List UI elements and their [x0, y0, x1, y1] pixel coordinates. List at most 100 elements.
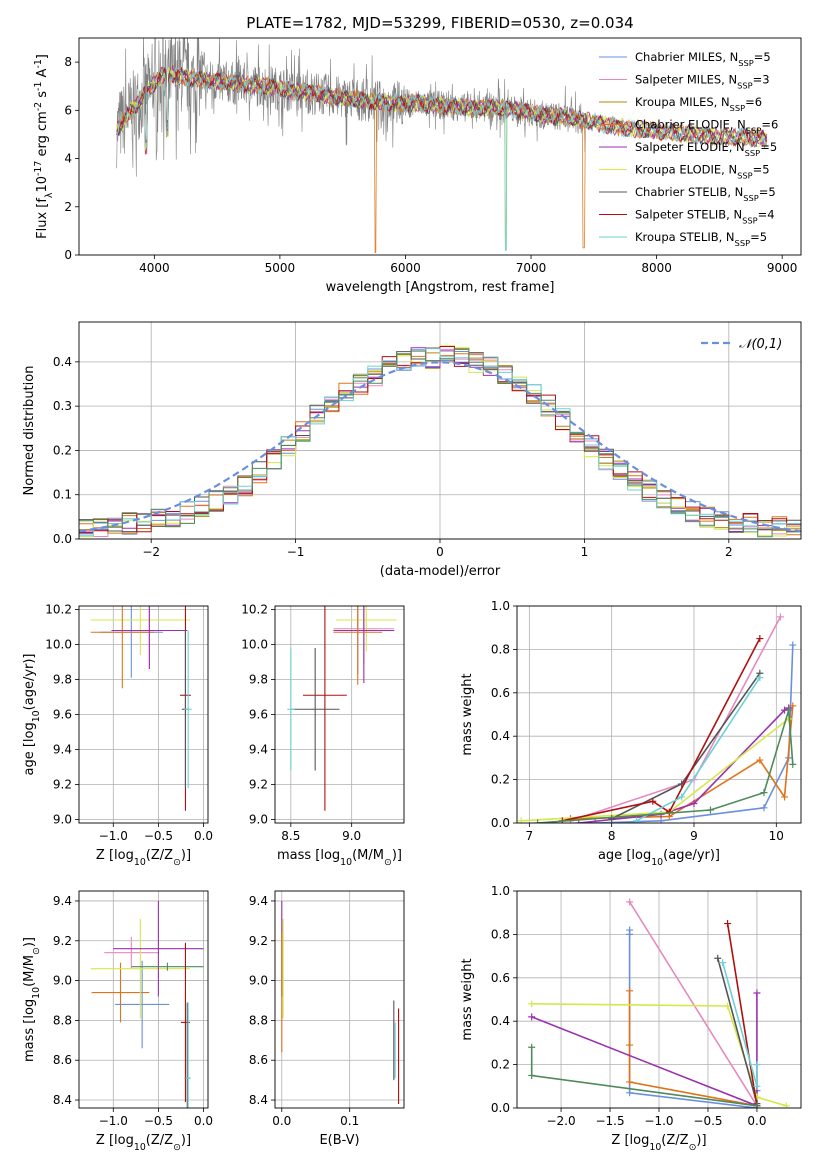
tick-label-y: 0.6: [491, 686, 510, 700]
tick-label-y: 10.0: [241, 638, 268, 652]
weight-marker: [781, 793, 789, 801]
y-axis-label: age [log10(age/yr)]: [22, 653, 42, 775]
y-axis-label: Normed distribution: [22, 366, 37, 496]
tick-label-y: 0.3: [53, 399, 72, 413]
weight-line-5: [717, 958, 758, 1104]
weight-marker: [789, 702, 797, 710]
tick-label-y: 0.4: [53, 355, 72, 369]
y-axis-label: mass weight: [460, 958, 475, 1040]
model-spectrum-6: [116, 68, 768, 148]
tick-label-y: 9.0: [53, 974, 72, 988]
tick-label-x: 4000: [139, 261, 170, 275]
tick-label-y: 1.0: [491, 884, 510, 898]
x-axis-label: Z [log10(Z/Z⊙)]: [96, 1133, 191, 1153]
weight-line-7: [721, 962, 758, 1087]
tick-label-x: −1.5: [595, 1114, 624, 1128]
plot-area-residuals: [79, 345, 801, 538]
weight-marker: [517, 817, 525, 823]
tick-label-x: −2.0: [546, 1114, 575, 1128]
tick-label-y: 0.8: [491, 927, 510, 941]
weight-line-1: [628, 901, 758, 1107]
weight-marker: [753, 1102, 761, 1108]
axes-frame: [78, 321, 802, 540]
weight-marker: [608, 815, 616, 823]
weight-marker: [724, 920, 732, 928]
weight-line-1: [570, 616, 782, 822]
tick-label-y: 9.2: [249, 778, 268, 792]
weight-line-3: [531, 993, 758, 1107]
weight-marker: [528, 1000, 536, 1008]
tick-label-y: 0.6: [491, 971, 510, 985]
tick-label-x: 8.5: [281, 829, 300, 843]
tick-label-y: 9.6: [249, 708, 268, 722]
weight-marker: [776, 613, 784, 621]
plot-area-age_vs_mass: [287, 606, 397, 811]
tick-label-y: 8.4: [249, 1093, 268, 1107]
tick-label-x: 2: [725, 545, 733, 559]
tick-label-x: 0.0: [194, 1114, 213, 1128]
x-axis-label: wavelength [Angstrom, rest frame]: [326, 280, 555, 295]
weight-line-4: [521, 718, 790, 822]
weight-marker: [756, 756, 764, 764]
tick-label-x: −1.0: [99, 829, 128, 843]
weight-marker: [626, 987, 634, 995]
weight-marker: [753, 989, 761, 997]
weight-marker: [632, 817, 640, 823]
weight-marker: [760, 789, 768, 797]
tick-label-x: 1: [581, 545, 589, 559]
tick-label-x: 0.0: [747, 1114, 766, 1128]
weight-marker: [714, 954, 722, 962]
tick-label-y: 9.2: [53, 934, 72, 948]
tick-label-x: 6000: [390, 261, 421, 275]
tick-label-x: 0.0: [194, 829, 213, 843]
legend-label: Chabrier ELODIE, NSSP=6: [635, 118, 778, 136]
y-axis-label: Flux [fλ10-17 erg cm-2 s-1 A-1]: [33, 54, 55, 239]
tick-label-y: 9.0: [249, 813, 268, 827]
residual-hist-9: [79, 348, 801, 538]
tick-label-y: 9.2: [249, 934, 268, 948]
legend-label: Chabrier MILES, NSSP=5: [635, 50, 771, 68]
tick-label-x: 8000: [641, 261, 672, 275]
tick-label-y: 8.8: [249, 1013, 268, 1027]
weight-marker: [626, 1078, 634, 1086]
plot-area-mass_vs_Z: [90, 900, 204, 1108]
tick-label-y: 0.0: [491, 816, 510, 830]
legend: Chabrier MILES, NSSP=5 Salpeter MILES, NS…: [599, 50, 778, 248]
weight-marker: [756, 635, 764, 643]
weight-marker: [528, 1043, 536, 1051]
weight-marker: [626, 1041, 634, 1049]
tick-label-y: 8.6: [53, 1053, 72, 1067]
tick-label-y: 0.8: [491, 642, 510, 656]
tick-label-x: −1: [287, 545, 305, 559]
plots-layer: 4000 5000 6000 7000 8000 9000 0 2 4 6 8 wavelength …: [22, 37, 802, 1153]
axes-frame: [274, 890, 405, 1109]
y-axis-label: mass [log10(M/M⊙)]: [22, 937, 42, 1062]
weight-marker: [785, 706, 793, 714]
legend-label: Kroupa MILES, NSSP=6: [635, 95, 762, 113]
weight-marker: [782, 1102, 790, 1108]
weight-marker: [626, 1089, 634, 1097]
tick-label-x: 9000: [767, 261, 798, 275]
residual-hist-8: [79, 348, 801, 537]
weight-marker: [626, 930, 634, 938]
tick-label-y: 8.6: [249, 1053, 268, 1067]
plot-area-age_vs_Z: [90, 606, 192, 811]
tick-label-y: 0.2: [53, 443, 72, 457]
axes-spectrum: 4000 5000 6000 7000 8000 9000 0 2 4 6 8 wavelength …: [33, 37, 802, 295]
tick-label-y: 9.2: [53, 778, 72, 792]
weight-marker: [657, 817, 665, 823]
weight-marker: [690, 799, 698, 807]
axes-frame: [78, 605, 209, 824]
tick-label-y: 9.0: [249, 974, 268, 988]
tick-label-y: 0: [64, 248, 72, 262]
tick-label-x: 9.0: [342, 829, 361, 843]
tick-label-y: 0.2: [491, 773, 510, 787]
axes-frame: [516, 890, 802, 1109]
axes-weight_vs_age: 7 8 9 10 0.0 0.2 0.4 0.6 0.8 1.0 age [log10(age/yr…: [460, 599, 802, 868]
tick-label-y: 10.2: [241, 603, 268, 617]
tick-label-y: 0.0: [491, 1101, 510, 1115]
tick-label-y: 8: [64, 55, 72, 69]
figure-title: PLATE=1782, MJD=53299, FIBERID=0530, z=0…: [246, 14, 633, 32]
tick-label-x: 8: [608, 829, 616, 843]
